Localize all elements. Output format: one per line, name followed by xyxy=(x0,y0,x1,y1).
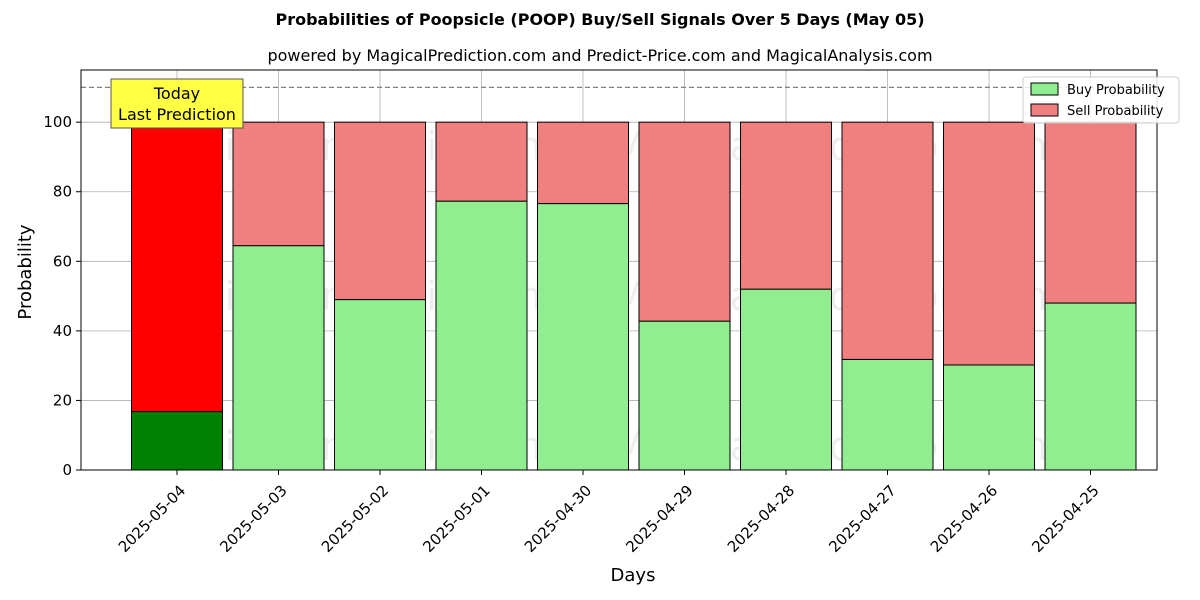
buy-bar xyxy=(537,203,629,471)
plot-frame xyxy=(80,69,1158,471)
sell-bar xyxy=(131,121,223,413)
today-annotation: Today Last Prediction xyxy=(110,78,244,129)
y-tick-label: 60 xyxy=(53,252,72,270)
buy-bar xyxy=(131,411,223,471)
legend-entry-label: Sell Probability xyxy=(1067,104,1164,119)
y-tick-label: 0 xyxy=(62,461,72,479)
y-axis: 0 20 40 60 80 100 xyxy=(43,113,81,479)
chart-title: Probabilities of Poopsicle (POOP) Buy/Se… xyxy=(275,10,925,29)
sell-bar xyxy=(537,121,629,205)
sell-bar xyxy=(638,121,731,322)
x-tick-label: 2025-05-02 xyxy=(318,482,392,556)
x-tick-label: 2025-05-03 xyxy=(216,482,290,556)
sell-bar xyxy=(740,121,832,290)
x-tick-label: 2025-05-04 xyxy=(115,482,189,556)
y-tick-label: 20 xyxy=(53,391,72,409)
x-axis-label: Days xyxy=(611,565,656,586)
sell-bar xyxy=(841,121,934,360)
x-tick-label: 2025-04-26 xyxy=(927,482,1001,556)
x-tick-label: 2025-04-27 xyxy=(825,482,899,556)
annotation-line-today: Today xyxy=(153,84,200,103)
buy-bar xyxy=(740,288,832,471)
buy-bar xyxy=(943,364,1035,471)
annotation-box xyxy=(110,78,244,129)
legend-entry-label: Buy Probability xyxy=(1067,83,1165,98)
legend-frame xyxy=(1022,76,1180,124)
x-tick-label: 2025-04-30 xyxy=(521,482,595,556)
sell-bar xyxy=(943,121,1035,366)
bars-layer xyxy=(131,121,1137,471)
sell-bar xyxy=(232,121,325,247)
sell-bar xyxy=(1044,121,1137,304)
x-tick-label: 2025-04-28 xyxy=(724,482,798,556)
buy-bar xyxy=(435,200,528,471)
y-tick-label: 100 xyxy=(43,113,72,131)
annotation-line-last-prediction: Last Prediction xyxy=(118,105,236,124)
buy-bar xyxy=(1044,302,1137,471)
x-tick-label: 2025-04-29 xyxy=(622,482,696,556)
chart-subtitle: powered by MagicalPrediction.com and Pre… xyxy=(267,46,933,65)
legend[interactable]: Buy Probability Sell Probability xyxy=(1022,76,1180,124)
y-tick-label: 40 xyxy=(53,322,72,340)
y-axis-label: Probability xyxy=(15,224,36,319)
buy-bar xyxy=(638,320,731,471)
y-tick-label: 80 xyxy=(53,183,72,201)
legend-swatch xyxy=(1030,82,1059,96)
sell-bar xyxy=(334,121,426,301)
legend-swatch xyxy=(1030,103,1059,117)
x-tick-label: 2025-04-25 xyxy=(1028,482,1102,556)
x-axis: 2025-05-04 2025-05-03 2025-05-02 2025-05-01… xyxy=(115,470,1103,556)
x-tick-label: 2025-05-01 xyxy=(419,482,493,556)
buy-bar xyxy=(232,245,325,471)
sell-bar xyxy=(435,121,528,202)
buy-bar xyxy=(841,358,934,471)
buy-bar xyxy=(334,299,426,471)
